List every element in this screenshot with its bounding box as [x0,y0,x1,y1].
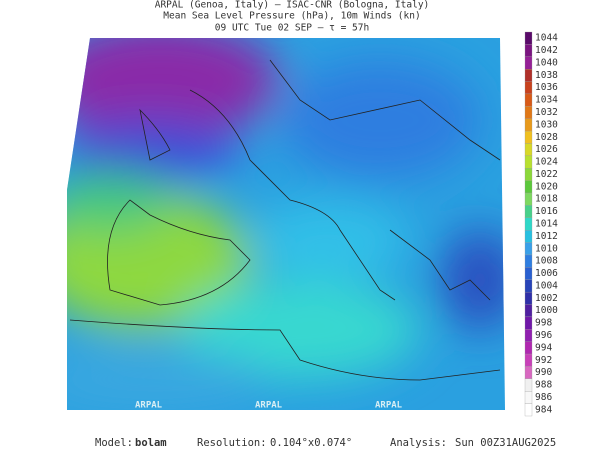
colorbar-label: 984 [535,404,552,415]
colorbar-swatch [524,316,533,330]
colorbar-label: 992 [535,355,552,366]
footer-value: 0.104°x0.074° [270,437,352,449]
colorbar-swatch [524,44,533,57]
colorbar-swatch [524,242,533,256]
colorbar-label: 1006 [535,268,558,279]
watermark: ARPAL [375,401,403,411]
colorbar-label: 988 [535,380,552,391]
footer-value: Sun 00Z31AUG2025 [455,437,556,449]
colorbar-label: 1026 [535,144,558,155]
header-line: ARPAL (Genoa, Italy) – ISAC-CNR (Bologna… [155,0,430,11]
colorbar-swatch [524,267,533,280]
colorbar-swatch [524,192,533,206]
colorbar-swatch [524,304,533,318]
colorbar-label: 1004 [535,280,558,291]
colorbar-swatch [524,81,533,95]
colorbar-label: 1034 [535,95,558,106]
colorbar-label: 990 [535,367,552,378]
colorbar-label: 1022 [535,169,558,180]
colorbar-swatch [524,366,533,379]
colorbar-swatch [524,378,533,392]
header-line: Mean Sea Level Pressure (hPa), 10m Winds… [163,11,420,22]
colorbar-label: 986 [535,392,552,403]
colorbar-swatch [524,353,533,367]
colorbar-swatch [524,69,533,82]
colorbar-label: 1038 [535,70,558,81]
colorbar-swatch [524,93,533,107]
footer-label: Analysis: [390,437,447,449]
colorbar-label: 1028 [535,132,558,143]
colorbar-label: 1018 [535,194,558,205]
colorbar-swatch [524,279,533,293]
colorbar-swatch [524,403,533,417]
colorbar-swatch [524,205,533,218]
colorbar-swatch [524,31,533,45]
colorbar-label: 1002 [535,293,558,304]
watermark: ARPAL [255,401,283,411]
colorbar-label: 1032 [535,107,558,118]
colorbar-swatch [524,168,533,181]
colorbar-label: 1036 [535,82,558,93]
colorbar-swatch [524,391,533,404]
colorbar-label: 1010 [535,243,558,254]
colorbar-label: 1042 [535,45,558,56]
colorbar-label: 1012 [535,231,558,242]
colorbar-label: 1020 [535,181,558,192]
colorbar-label: 1040 [535,57,558,68]
colorbar-label: 996 [535,330,552,341]
watermark: ARPAL [135,401,163,411]
colorbar-swatch [524,254,533,268]
colorbar-swatch [524,341,533,355]
colorbar-swatch [524,155,533,169]
colorbar-swatch [524,130,533,144]
colorbar-swatch [524,217,533,231]
colorbar-label: 998 [535,318,552,329]
colorbar-swatch [524,329,533,342]
colorbar-swatch [524,230,533,243]
colorbar-swatch [524,118,533,132]
colorbar-swatch [524,143,533,157]
colorbar-swatch [524,180,533,194]
colorbar-swatch [524,106,533,119]
colorbar-label: 1016 [535,206,558,217]
map [67,38,505,410]
header-line: 09 UTC Tue 02 SEP – τ = 57h [215,23,369,34]
colorbar-label: 1044 [535,33,558,44]
colorbar-label: 1024 [535,157,558,168]
colorbar-swatch [524,291,533,305]
colorbar-label: 1014 [535,219,558,230]
colorbar-label: 1008 [535,256,558,267]
footer-label: Model: [95,437,133,449]
colorbar-swatch [524,56,533,70]
footer-value: bolam [135,437,167,449]
colorbar-label: 994 [535,342,552,353]
colorbar-label: 1030 [535,119,558,130]
colorbar-label: 1000 [535,305,558,316]
footer-label: Resolution: [197,437,267,449]
